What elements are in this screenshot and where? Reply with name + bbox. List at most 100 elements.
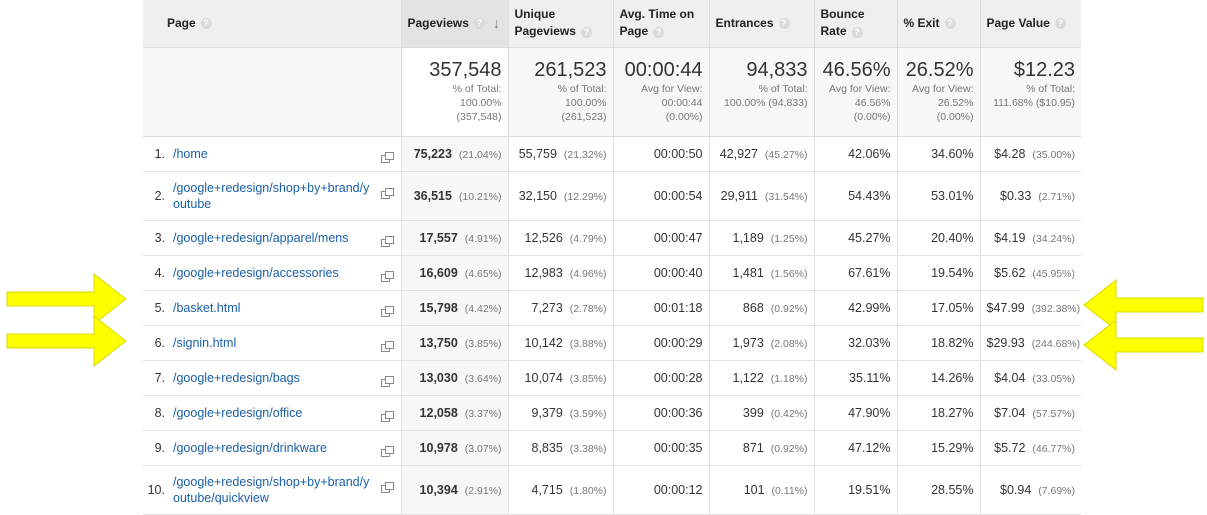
page-value-cell: $47.99 (392.38%) — [979, 290, 1081, 326]
entrances-cell: 1,122 (1.18%) — [708, 360, 814, 396]
table-row: 6. /signin.html 13,750 (3.85%) 10,142 (3.88… — [143, 325, 1081, 361]
open-page-icon[interactable] — [380, 187, 394, 199]
help-icon[interactable]: ? — [851, 26, 863, 38]
col-header-unique-pageviews[interactable]: Unique Pageviews? — [507, 0, 613, 48]
row-number: 1. — [154, 146, 165, 161]
help-icon[interactable]: ? — [778, 18, 790, 30]
col-header-avg-time[interactable]: Avg. Time on Page? — [612, 0, 709, 48]
row-number: 8. — [154, 405, 165, 420]
entrances-cell: 868 (0.92%) — [708, 290, 814, 326]
unique-pageviews-cell: 12,526 (4.79%) — [507, 220, 613, 256]
table-row: 2. /google+redesign/shop+by+brand/youtube… — [143, 171, 1081, 221]
pageviews-cell: 16,609 (4.65%) — [400, 255, 508, 291]
exit-cell: 19.54% — [896, 255, 980, 291]
col-header-exit[interactable]: % Exit? — [896, 0, 980, 48]
open-page-icon[interactable] — [380, 376, 394, 387]
pageviews-cell: 13,750 (3.85%) — [400, 325, 508, 361]
row-number: 6. — [154, 335, 165, 350]
page-cell: 6. /signin.html — [143, 325, 401, 361]
col-header-page[interactable]: Page? — [143, 0, 401, 48]
table-row: 5. /basket.html 15,798 (4.42%) 7,273 (2.78%… — [143, 290, 1081, 326]
open-page-icon[interactable] — [380, 446, 394, 457]
total-avg-time: 00:00:44 Avg for View: 00:00:44 (0.00%) — [612, 47, 709, 137]
entrances-cell: 101 (0.11%) — [708, 465, 814, 515]
arrow-left-row6 — [6, 314, 127, 368]
bounce-rate-cell: 35.11% — [813, 360, 897, 396]
page-path-link[interactable]: /google+redesign/shop+by+brand/youtube/q… — [173, 474, 370, 505]
page-path-link[interactable]: /google+redesign/drinkware — [173, 440, 327, 455]
page-value-cell: $0.33 (2.71%) — [979, 171, 1081, 221]
page-path-link[interactable]: /signin.html — [173, 335, 237, 350]
total-pageviews: 357,548 % of Total: 100.00% (357,548) — [400, 47, 508, 137]
help-icon[interactable]: ? — [473, 17, 485, 29]
bounce-rate-cell: 42.06% — [813, 136, 897, 172]
exit-cell: 20.40% — [896, 220, 980, 256]
pageviews-cell: 17,557 (4.91%) — [400, 220, 508, 256]
help-icon[interactable]: ? — [653, 26, 665, 38]
bounce-rate-cell: 47.90% — [813, 395, 897, 431]
row-number: 7. — [154, 370, 165, 385]
pageviews-cell: 10,978 (3.07%) — [400, 430, 508, 466]
row-number: 4. — [154, 265, 165, 280]
open-page-icon[interactable] — [380, 411, 394, 422]
page-path-link[interactable]: /home — [173, 146, 208, 161]
page-value-cell: $5.62 (45.95%) — [979, 255, 1081, 291]
table-row: 7. /google+redesign/bags 13,030 (3.64%) 10,… — [143, 360, 1081, 396]
col-header-page-value[interactable]: Page Value? — [979, 0, 1081, 48]
arrow-right-row5 — [1083, 278, 1204, 332]
bounce-rate-cell: 32.03% — [813, 325, 897, 361]
page-path-link[interactable]: /google+redesign/apparel/mens — [173, 230, 349, 245]
unique-pageviews-cell: 32,150 (12.29%) — [507, 171, 613, 221]
open-page-icon[interactable] — [380, 271, 394, 282]
sort-descending-icon[interactable]: ↓ — [492, 14, 500, 31]
bounce-rate-cell: 47.12% — [813, 430, 897, 466]
totals-label-cell — [143, 47, 401, 137]
page-path-link[interactable]: /google+redesign/accessories — [173, 265, 339, 280]
total-unique-pageviews: 261,523 % of Total: 100.00% (261,523) — [507, 47, 613, 137]
avg-time-cell: 00:00:40 — [612, 255, 709, 291]
page-path-link[interactable]: /google+redesign/shop+by+brand/youtube — [173, 180, 370, 211]
pageviews-cell: 15,798 (4.42%) — [400, 290, 508, 326]
page-value-cell: $5.72 (46.77%) — [979, 430, 1081, 466]
unique-pageviews-cell: 7,273 (2.78%) — [507, 290, 613, 326]
open-page-icon[interactable] — [380, 481, 394, 493]
total-page-value: $12.23 % of Total: 111.68% ($10.95) — [979, 47, 1081, 137]
open-page-icon[interactable] — [380, 341, 394, 352]
table-row: 8. /google+redesign/office 12,058 (3.37%) 9… — [143, 395, 1081, 431]
col-header-pageviews[interactable]: Pageviews? ↓ — [400, 0, 508, 48]
table-row: 9. /google+redesign/drinkware 10,978 (3.07… — [143, 430, 1081, 466]
avg-time-cell: 00:01:18 — [612, 290, 709, 326]
help-icon[interactable]: ? — [580, 26, 592, 38]
page-value-cell: $4.28 (35.00%) — [979, 136, 1081, 172]
col-header-entrances[interactable]: Entrances? — [708, 0, 814, 48]
page-cell: 3. /google+redesign/apparel/mens — [143, 220, 401, 256]
totals-row: 357,548 % of Total: 100.00% (357,548) 26… — [143, 47, 1081, 137]
unique-pageviews-cell: 4,715 (1.80%) — [507, 465, 613, 515]
page-path-link[interactable]: /google+redesign/bags — [173, 370, 300, 385]
unique-pageviews-cell: 9,379 (3.59%) — [507, 395, 613, 431]
table-row: 10. /google+redesign/shop+by+brand/youtub… — [143, 465, 1081, 515]
help-icon[interactable]: ? — [944, 18, 956, 30]
open-page-icon[interactable] — [380, 152, 394, 163]
help-icon[interactable]: ? — [200, 18, 212, 30]
page-path-link[interactable]: /google+redesign/office — [173, 405, 303, 420]
unique-pageviews-cell: 10,074 (3.85%) — [507, 360, 613, 396]
page-path-link[interactable]: /basket.html — [173, 300, 241, 315]
avg-time-cell: 00:00:29 — [612, 325, 709, 361]
open-page-icon[interactable] — [380, 306, 394, 317]
open-page-icon[interactable] — [380, 236, 394, 247]
total-bounce-rate: 46.56% Avg for View: 46.56% (0.00%) — [813, 47, 897, 137]
col-header-bounce-rate[interactable]: Bounce Rate? — [813, 0, 897, 48]
exit-cell: 28.55% — [896, 465, 980, 515]
exit-cell: 14.26% — [896, 360, 980, 396]
avg-time-cell: 00:00:28 — [612, 360, 709, 396]
unique-pageviews-cell: 12,983 (4.96%) — [507, 255, 613, 291]
table-row: 4. /google+redesign/accessories 16,609 (4.… — [143, 255, 1081, 291]
exit-cell: 17.05% — [896, 290, 980, 326]
pageviews-cell: 10,394 (2.91%) — [400, 465, 508, 515]
page-value-cell: $29.93 (244.68%) — [979, 325, 1081, 361]
row-number: 10. — [147, 482, 165, 497]
avg-time-cell: 00:00:35 — [612, 430, 709, 466]
help-icon[interactable]: ? — [1054, 18, 1066, 30]
page-report-table: Page? Pageviews? ↓ Unique Pageviews? Avg.… — [143, 0, 1081, 515]
